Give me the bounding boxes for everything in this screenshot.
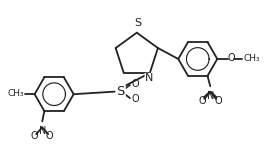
Text: O: O bbox=[46, 131, 54, 141]
Text: N: N bbox=[145, 73, 153, 83]
Text: S: S bbox=[134, 18, 141, 28]
Text: CH₃: CH₃ bbox=[8, 89, 24, 98]
Text: N: N bbox=[206, 91, 214, 101]
Text: CH₃: CH₃ bbox=[244, 54, 261, 63]
Text: O: O bbox=[199, 96, 206, 106]
Text: O: O bbox=[132, 79, 140, 89]
Text: O: O bbox=[228, 53, 235, 63]
Text: O: O bbox=[31, 131, 39, 141]
Text: O: O bbox=[214, 96, 222, 106]
Text: O: O bbox=[132, 94, 140, 104]
Text: N: N bbox=[39, 126, 46, 136]
Text: S: S bbox=[116, 85, 125, 98]
